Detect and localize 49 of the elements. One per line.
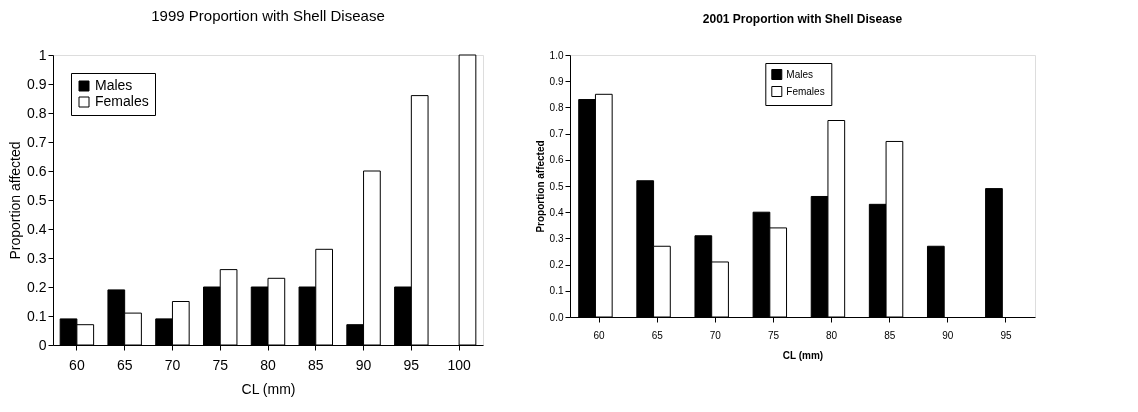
y-tick-label: 0.8 <box>549 101 564 113</box>
x-tick-label: 65 <box>116 356 133 373</box>
x-tick-label: 70 <box>709 329 722 341</box>
y-tick-label: 0.1 <box>27 307 47 324</box>
y-tick-label: 0.7 <box>549 128 564 140</box>
x-tick-label: 95 <box>403 356 420 373</box>
y-tick-label: 0.3 <box>27 249 47 266</box>
y-tick-label: 0.4 <box>27 220 47 237</box>
y-tick-label: 0.3 <box>549 232 564 244</box>
y-tick-label: 0.9 <box>549 75 564 87</box>
x-tick-label: 65 <box>651 329 664 341</box>
y-tick-label: 0.1 <box>549 285 564 297</box>
x-tick-label: 60 <box>593 329 606 341</box>
x-tick-label: 85 <box>307 356 324 373</box>
x-tick-label: 75 <box>767 329 780 341</box>
x-axis-title: CL (mm) <box>782 349 824 361</box>
y-tick-label: 0.5 <box>549 180 564 192</box>
y-tick-label: 0.8 <box>27 104 47 121</box>
x-tick-label: 85 <box>884 329 896 341</box>
y-tick-label: 0.2 <box>27 278 47 295</box>
legend-label: Males <box>786 68 813 80</box>
chart-title: 2001 Proportion with Shell Disease <box>702 12 903 26</box>
x-tick-label: 75 <box>212 356 229 373</box>
x-tick-label: 80 <box>260 356 276 373</box>
y-tick-label: 1.0 <box>549 49 564 61</box>
y-tick-label: 0.6 <box>549 154 564 166</box>
y-axis-title: Proportion affected <box>534 140 546 233</box>
x-tick-label: 80 <box>826 329 838 341</box>
x-axis-title: CL (mm) <box>241 380 296 397</box>
x-tick-label: 70 <box>164 356 181 373</box>
legend-label: Females <box>95 93 149 109</box>
y-axis-title: Proportion affected <box>7 141 24 260</box>
y-tick-label: 0 <box>38 336 47 353</box>
legend-label: Males <box>95 77 133 93</box>
y-tick-label: 0.9 <box>27 75 47 92</box>
y-tick-label: 0.7 <box>27 133 47 150</box>
x-tick-label: 90 <box>355 356 372 373</box>
y-tick-label: 1 <box>38 46 47 63</box>
y-tick-label: 0.0 <box>549 311 564 323</box>
x-tick-label: 100 <box>447 356 471 373</box>
chart-title: 1999 Proportion with Shell Disease <box>151 7 385 24</box>
legend-label: Females <box>786 85 825 97</box>
y-tick-label: 0.6 <box>27 162 47 179</box>
y-tick-label: 0.5 <box>27 191 47 208</box>
y-tick-label: 0.2 <box>549 259 564 271</box>
x-tick-label: 95 <box>1000 329 1012 341</box>
x-tick-label: 90 <box>942 329 954 341</box>
y-tick-label: 0.4 <box>549 206 564 218</box>
x-tick-label: 60 <box>69 356 85 373</box>
